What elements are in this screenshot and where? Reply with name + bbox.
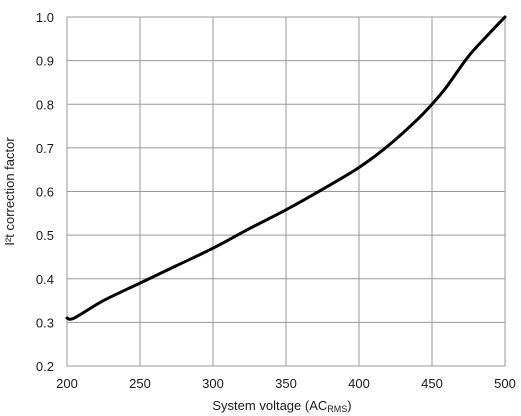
y-tick-label: 0.2: [36, 359, 54, 374]
y-tick-label: 0.4: [36, 272, 54, 287]
x-tick-labels: 200 250 300 350 400 450 500: [56, 376, 516, 391]
y-tick-label: 0.7: [36, 141, 54, 156]
x-axis-label-subscript: RMS: [327, 404, 347, 414]
y-axis-label: I²t correction factor: [2, 137, 17, 246]
series-group: [65, 15, 507, 321]
y-tick-label: 1.0: [36, 10, 54, 25]
x-tick-label: 200: [56, 376, 78, 391]
x-axis-label: System voltage (ACRMS): [212, 398, 351, 414]
x-tick-label: 400: [348, 376, 370, 391]
y-tick-labels: 0.2 0.3 0.4 0.5 0.6 0.7 0.8 0.9 1.0: [36, 10, 54, 374]
grid: [66, 16, 506, 367]
y-tick-label: 0.6: [36, 185, 54, 200]
y-tick-label: 0.8: [36, 97, 54, 112]
x-axis-label-close: ): [347, 398, 351, 413]
series-line: [65, 15, 507, 321]
x-tick-label: 450: [421, 376, 443, 391]
y-tick-label: 0.3: [36, 315, 54, 330]
x-axis-label-main: System voltage (AC: [212, 398, 327, 413]
x-tick-label: 500: [494, 376, 516, 391]
x-tick-label: 350: [275, 376, 297, 391]
x-tick-label: 250: [129, 376, 151, 391]
x-tick-label: 300: [202, 376, 224, 391]
y-tick-label: 0.9: [36, 54, 54, 69]
y-tick-label: 0.5: [36, 228, 54, 243]
plot-frame: [66, 16, 506, 367]
